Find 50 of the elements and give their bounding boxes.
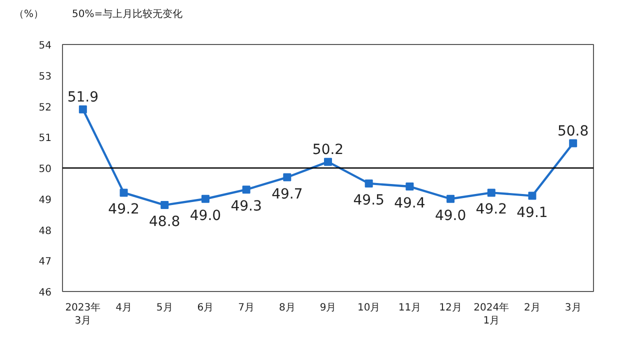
x-tick-label: 5月 [156,302,173,314]
x-tick-label: 2024年 1月 [474,302,510,327]
y-tick-label: 46 [38,288,52,298]
x-tick-label: 4月 [116,302,132,314]
point [528,192,536,200]
y-tick-label: 54 [38,40,52,52]
text: 51.9 [67,89,99,106]
x-tick-label: 9月 [320,302,336,314]
x-tick-label: 2月 [524,302,540,314]
x-tick-label: 11月 [398,302,422,314]
point [283,173,292,182]
text: 49.0 [434,208,466,224]
y-tick-label: 48 [38,226,52,237]
y-tick-label: 47 [38,256,52,268]
point [324,158,332,166]
text: 50.2 [312,142,344,158]
text: 49.3 [230,198,262,215]
text: 49.2 [108,202,140,218]
point [487,188,496,197]
point [78,105,87,114]
point [364,179,373,188]
y-tick-label: 49 [38,194,52,206]
y-tick-label: 53 [38,71,52,82]
text: 50.8 [557,123,589,140]
y-tick-label: 50 [38,164,52,175]
x-tick-label: 3月 [564,302,582,314]
x-tick-label: 10月 [357,302,380,314]
point [446,194,455,203]
point [160,201,169,210]
point [242,186,250,194]
text: 49.1 [516,204,548,221]
x-tick-label: 2023年 3月 [65,302,101,327]
text: 49.7 [272,186,303,202]
text: 49.4 [394,196,426,212]
point [569,139,578,148]
text: 49.2 [476,202,507,218]
point [120,188,128,197]
x-tick-label: 8月 [278,302,296,314]
text: 50%=与上月比较无变化 [72,8,183,22]
x-tick-label: 7月 [238,302,254,314]
x-tick-label: 12月 [439,302,462,314]
text: 49.5 [353,192,384,208]
point [406,182,414,191]
x-tick-label: 6月 [197,302,214,314]
y-tick-label: 52 [38,102,52,114]
y-axis-title: （%） [14,8,44,22]
point [201,194,210,203]
y-tick-label: 51 [38,133,52,144]
text: 48.8 [149,214,180,230]
text: 49.0 [190,208,222,224]
